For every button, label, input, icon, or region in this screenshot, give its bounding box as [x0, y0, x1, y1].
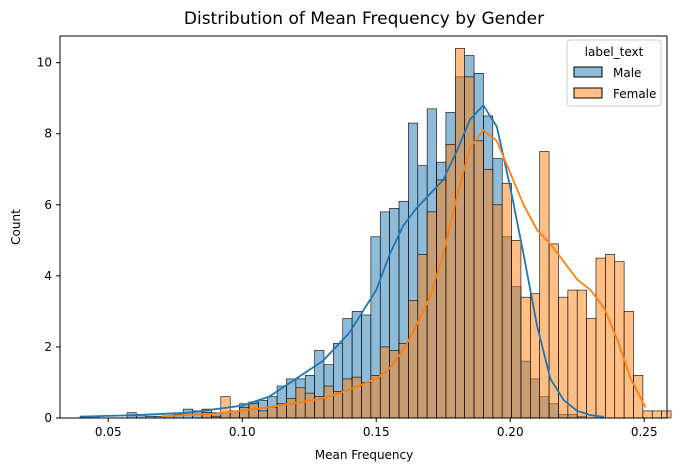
female-bar: [258, 410, 268, 419]
y-tick-label: 0: [44, 411, 52, 425]
female-bar: [492, 204, 503, 419]
female-bar: [483, 168, 494, 419]
female-bar: [642, 410, 653, 419]
legend-title: label_text: [585, 45, 644, 59]
y-tick-label: 4: [44, 269, 52, 283]
x-tick-label: 0.10: [229, 425, 256, 439]
female-bar: [511, 240, 522, 419]
female-bar: [267, 407, 278, 419]
chart-title: Distribution of Mean Frequency by Gender: [184, 9, 544, 29]
legend-swatch-male: [573, 66, 603, 78]
x-axis: 0.05 0.10 0.15 0.20 0.25: [95, 418, 658, 439]
female-bar: [445, 144, 456, 419]
y-axis: 0 2 4 6 8 10: [37, 56, 60, 425]
female-bar: [417, 254, 428, 419]
kde-lines: [80, 104, 647, 418]
female-bar: [286, 398, 297, 419]
female-bar: [370, 375, 381, 419]
x-tick-label: 0.25: [631, 425, 658, 439]
female-bar: [454, 48, 465, 419]
female-bar: [436, 179, 447, 419]
female-bar: [342, 378, 353, 419]
y-axis-title: Count: [9, 209, 23, 245]
female-bar: [520, 296, 531, 419]
female-bar: [351, 376, 362, 419]
female-bar: [586, 318, 597, 419]
female-bar: [408, 300, 419, 419]
female-bar: [651, 410, 662, 419]
female-bar: [501, 183, 512, 419]
y-tick-label: 2: [44, 340, 52, 354]
female-bar: [614, 261, 625, 419]
female-bar: [548, 243, 559, 419]
x-tick-label: 0.20: [497, 425, 524, 439]
y-tick-label: 6: [44, 198, 52, 212]
female-bar: [248, 403, 259, 419]
female-bar: [539, 151, 550, 419]
legend-label-male: Male: [613, 66, 641, 80]
plot-frame: [59, 35, 668, 419]
female-bar: [304, 392, 315, 419]
legend-swatch-female: [573, 87, 603, 99]
y-tick-label: 8: [44, 127, 52, 141]
female-bar: [595, 257, 606, 419]
legend: label_text Male Female: [566, 39, 662, 107]
female-bar: [633, 375, 644, 419]
x-tick-label: 0.05: [95, 425, 122, 439]
female-bar: [605, 254, 616, 419]
female-bar: [661, 410, 672, 419]
female-bar: [426, 211, 437, 419]
x-axis-title: Mean Frequency: [315, 448, 414, 462]
female-bar: [576, 289, 587, 419]
female-kde-line: [161, 129, 647, 418]
y-tick-label: 10: [37, 56, 52, 70]
female-bar: [379, 346, 390, 419]
female-bar: [239, 407, 250, 419]
female-bar: [361, 382, 372, 419]
x-tick-label: 0.15: [363, 425, 390, 439]
female-bar: [473, 140, 484, 419]
female-bar: [323, 385, 334, 419]
female-bar: [567, 289, 578, 419]
male-kde-line: [80, 104, 605, 418]
legend-label-female: Female: [613, 87, 656, 101]
